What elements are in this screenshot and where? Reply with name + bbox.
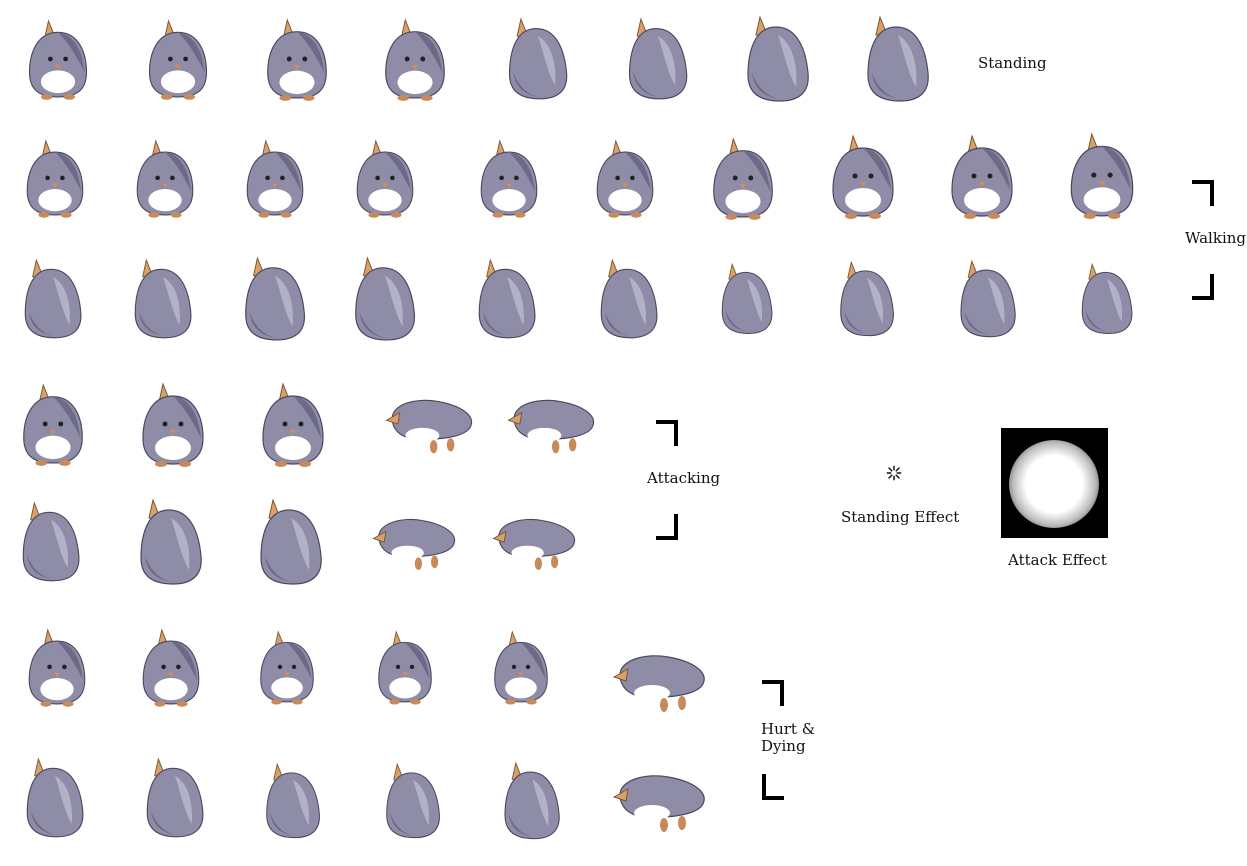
- attack-effect-label: Attack Effect: [1008, 551, 1107, 569]
- anger-mark-icon: [885, 464, 903, 482]
- walking-sprite: [588, 132, 662, 222]
- walking-sprite-back: [592, 252, 666, 344]
- dying-sprite: [608, 644, 708, 720]
- walking-sprite-back: [470, 252, 544, 344]
- standing-label: Standing: [978, 54, 1047, 72]
- standing-sprite: [258, 12, 336, 104]
- hurt-bracket-top: [762, 680, 784, 706]
- hurt-label-line2: Dying: [761, 737, 806, 755]
- walking-sprite: [822, 130, 904, 220]
- standing-effect-label: Standing Effect: [841, 508, 960, 526]
- dying-sprite-back: [608, 764, 708, 840]
- standing-sprite-back: [500, 12, 576, 104]
- attacking-bracket-bottom: [656, 514, 678, 540]
- hurt-sprite-back: [138, 750, 212, 844]
- walking-bracket-bottom: [1192, 274, 1214, 300]
- attacking-sprite-back-lunge: [368, 508, 458, 578]
- attacking-sprite-back: [250, 496, 332, 586]
- attacking-sprite: [250, 378, 336, 468]
- hurt-sprite-back: [18, 750, 92, 844]
- walking-sprite-back: [832, 252, 902, 344]
- hurt-label-line1: Hurt &: [761, 720, 816, 738]
- attacking-bracket-top: [656, 420, 678, 446]
- walking-sprite: [1060, 128, 1144, 220]
- attacking-sprite-back: [130, 496, 212, 586]
- walking-sprite-back: [1074, 252, 1140, 344]
- hurt-sprite: [134, 620, 208, 712]
- walking-bracket-top: [1192, 180, 1214, 206]
- hurt-bracket-bottom: [762, 774, 784, 800]
- walking-sprite: [704, 132, 782, 222]
- walking-sprite-back: [714, 252, 780, 344]
- walking-sprite: [940, 130, 1024, 220]
- hurt-sprite: [20, 620, 94, 712]
- attacking-sprite-back: [14, 496, 88, 586]
- standing-sprite: [140, 12, 216, 104]
- attacking-sprite-lunge: [378, 392, 478, 458]
- hurt-sprite: [370, 620, 440, 712]
- glow-orb: [1009, 440, 1099, 528]
- attack-effect-image: [1001, 428, 1108, 538]
- standing-sprite-back: [620, 12, 696, 104]
- standing-sprite-back: [858, 12, 938, 104]
- walking-label: Walking: [1185, 229, 1247, 247]
- hurt-sprite: [486, 620, 556, 712]
- hurt-sprite-back: [258, 754, 328, 846]
- attacking-sprite: [14, 378, 92, 468]
- walking-sprite-back: [952, 252, 1024, 344]
- attacking-sprite-lunge: [500, 392, 600, 458]
- attacking-sprite-back-lunge: [488, 508, 578, 578]
- standing-sprite-back: [738, 12, 818, 104]
- hurt-sprite: [252, 620, 322, 712]
- standing-sprite: [376, 12, 454, 104]
- walking-sprite-back: [16, 252, 90, 344]
- walking-sprite-back: [236, 252, 314, 344]
- walking-sprite: [18, 132, 92, 222]
- walking-sprite: [238, 132, 312, 222]
- hurt-sprite-back: [496, 754, 568, 846]
- attacking-label: Attacking: [647, 469, 721, 487]
- walking-sprite: [128, 132, 202, 222]
- walking-sprite: [472, 132, 546, 222]
- attacking-sprite: [130, 378, 216, 468]
- walking-sprite-back: [346, 252, 424, 344]
- walking-sprite: [348, 132, 422, 222]
- standing-sprite: [20, 12, 96, 104]
- hurt-sprite-back: [378, 754, 448, 846]
- walking-sprite-back: [126, 252, 200, 344]
